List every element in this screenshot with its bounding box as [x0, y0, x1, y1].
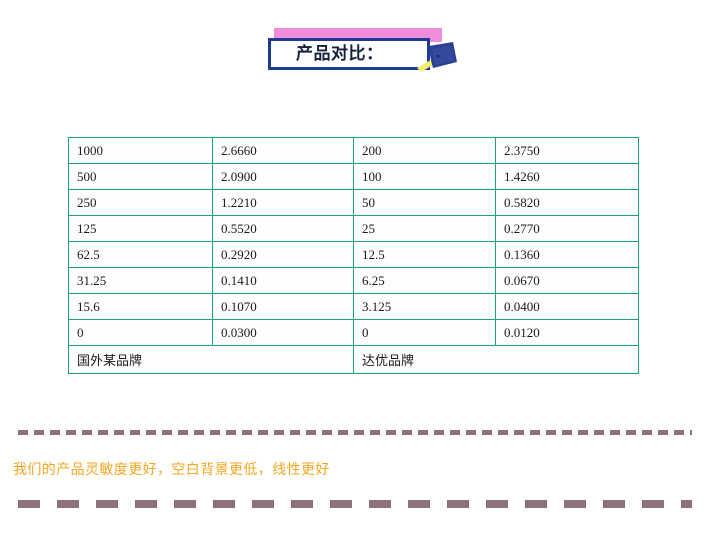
- cell-value-right: 0.1360: [495, 241, 639, 268]
- title-border-box: [268, 38, 430, 70]
- cell-value-right: 0.0670: [495, 267, 639, 294]
- cell-value-right: 1.4260: [495, 163, 639, 190]
- cell-value-right: 0.2770: [495, 215, 639, 242]
- table-row: 1000 2.6660 200 2.3750: [68, 137, 639, 164]
- divider-bottom: [18, 500, 692, 508]
- cell-value-left: 2.6660: [212, 137, 354, 164]
- cell-conc-right: 0: [353, 319, 496, 346]
- table-row: 0 0.0300 0 0.0120: [68, 319, 639, 346]
- cell-conc-right: 200: [353, 137, 496, 164]
- cell-value-right: 2.3750: [495, 137, 639, 164]
- cell-value-right: 0.0120: [495, 319, 639, 346]
- divider-top: [18, 430, 692, 435]
- cell-value-left: 0.0300: [212, 319, 354, 346]
- cell-value-left: 0.1070: [212, 293, 354, 320]
- table-row: 62.5 0.2920 12.5 0.1360: [68, 241, 639, 268]
- cell-conc-left: 31.25: [68, 267, 213, 294]
- table-row: 250 1.2210 50 0.5820: [68, 189, 639, 216]
- brand-label-right: 达优品牌: [353, 345, 639, 374]
- comparison-table: 1000 2.6660 200 2.3750 500 2.0900 100 1.…: [68, 137, 639, 374]
- brand-label-left: 国外某品牌: [68, 345, 354, 374]
- table-row: 125 0.5520 25 0.2770: [68, 215, 639, 242]
- cell-conc-right: 6.25: [353, 267, 496, 294]
- slide-title-block: 产品对比：: [268, 28, 458, 78]
- cell-value-left: 2.0900: [212, 163, 354, 190]
- flag-icon: [417, 42, 457, 72]
- cell-value-left: 1.2210: [212, 189, 354, 216]
- table-row: 15.6 0.1070 3.125 0.0400: [68, 293, 639, 320]
- page-title: 产品对比：: [296, 44, 384, 63]
- cell-value-left: 0.1410: [212, 267, 354, 294]
- cell-conc-right: 12.5: [353, 241, 496, 268]
- cell-conc-left: 0: [68, 319, 213, 346]
- footer-note: 我们的产品灵敏度更好，空白背景更低，线性更好: [13, 461, 330, 477]
- cell-conc-left: 62.5: [68, 241, 213, 268]
- comparison-table-body: 1000 2.6660 200 2.3750 500 2.0900 100 1.…: [68, 137, 639, 374]
- cell-conc-left: 1000: [68, 137, 213, 164]
- cell-conc-right: 50: [353, 189, 496, 216]
- cell-value-left: 0.2920: [212, 241, 354, 268]
- cell-conc-right: 100: [353, 163, 496, 190]
- cell-value-left: 0.5520: [212, 215, 354, 242]
- table-row: 500 2.0900 100 1.4260: [68, 163, 639, 190]
- cell-conc-left: 250: [68, 189, 213, 216]
- cell-conc-left: 125: [68, 215, 213, 242]
- table-footer-row: 国外某品牌 达优品牌: [68, 345, 639, 374]
- cell-conc-right: 25: [353, 215, 496, 242]
- cell-conc-left: 15.6: [68, 293, 213, 320]
- cell-conc-right: 3.125: [353, 293, 496, 320]
- cell-value-right: 0.0400: [495, 293, 639, 320]
- cell-value-right: 0.5820: [495, 189, 639, 216]
- table-row: 31.25 0.1410 6.25 0.0670: [68, 267, 639, 294]
- cell-conc-left: 500: [68, 163, 213, 190]
